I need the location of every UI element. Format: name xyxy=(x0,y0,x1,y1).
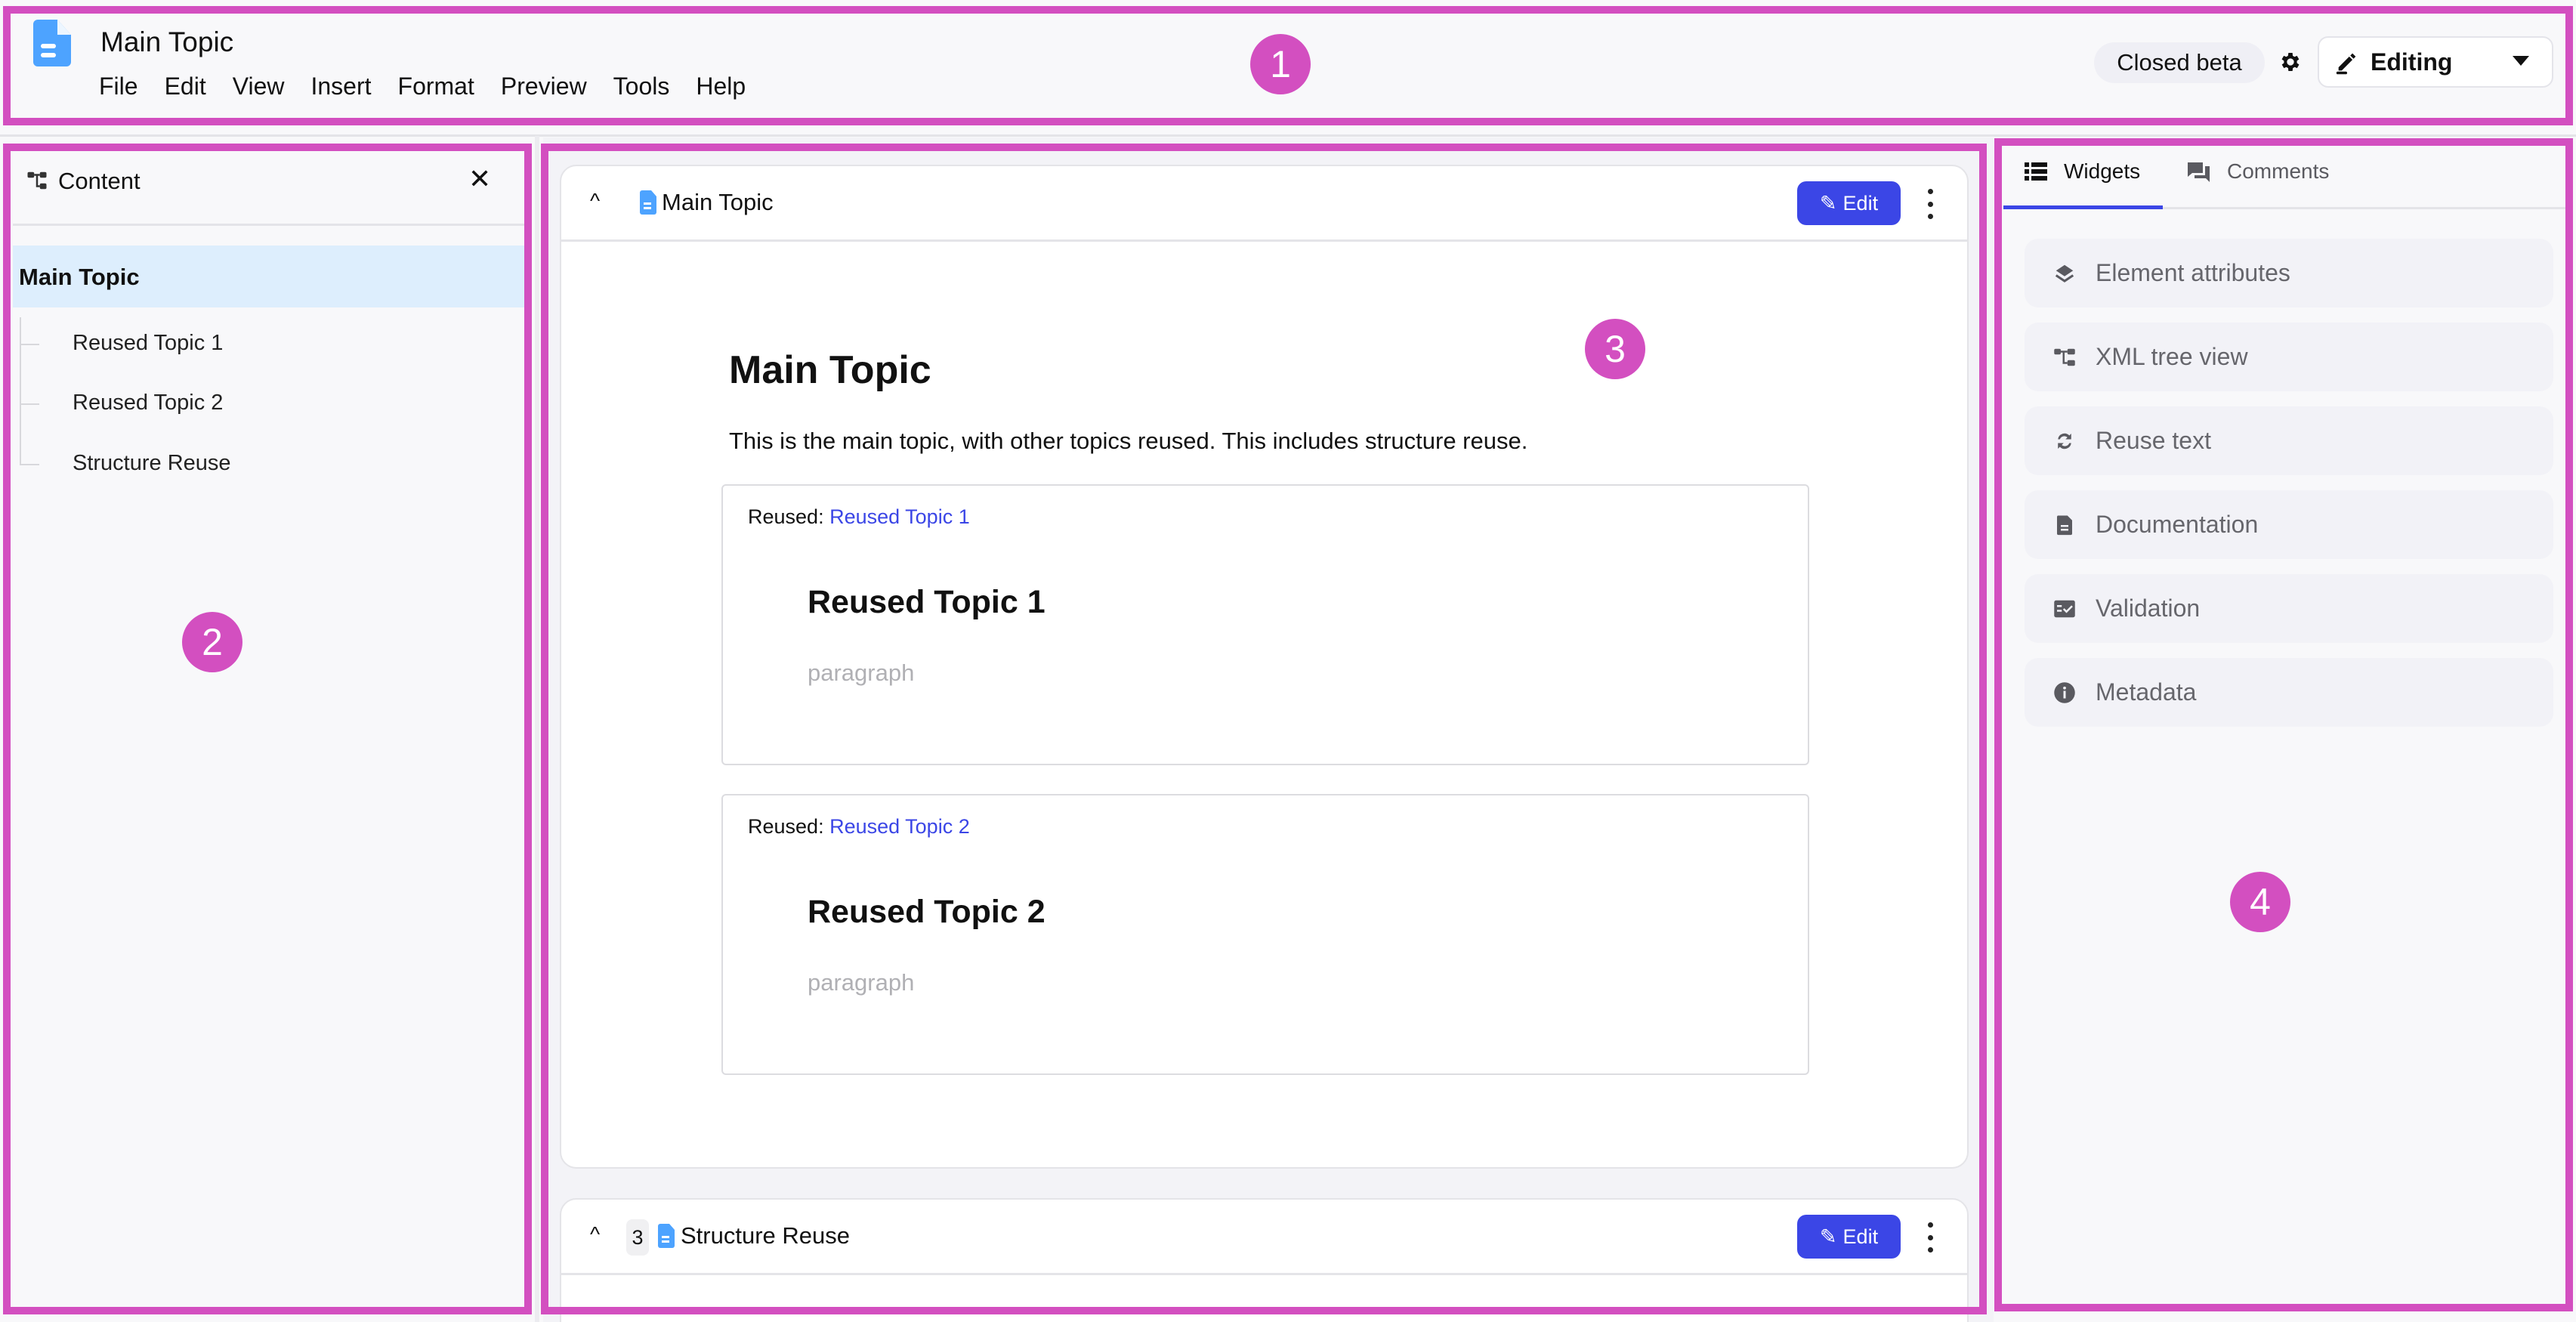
reused-topic-block: Reused: Reused Topic 1 Reused Topic 1 pa… xyxy=(721,484,1809,765)
menu-edit[interactable]: Edit xyxy=(164,73,206,100)
widget-documentation[interactable]: Documentation xyxy=(2025,490,2553,559)
sync-icon xyxy=(2058,433,2071,449)
reused-heading: Reused Topic 2 xyxy=(808,894,1046,930)
menu-bar: File Edit View Insert Format Preview Too… xyxy=(99,73,746,100)
card-header: ^ 3 Structure Reuse ✎ Edit xyxy=(561,1200,1967,1275)
reused-heading: Reused Topic 1 xyxy=(808,584,1046,620)
widget-element-attributes[interactable]: Element attributes xyxy=(2025,239,2553,307)
pencil-icon: ✎ xyxy=(1819,191,1837,215)
card-header: ^ Main Topic ✎ Edit xyxy=(561,166,1967,242)
panel-separator xyxy=(535,136,539,1322)
card-title: Main Topic xyxy=(662,189,774,215)
reused-prefix: Reused: xyxy=(748,505,824,528)
topic-paragraph: This is the main topic, with other topic… xyxy=(729,428,1528,454)
paragraph-placeholder[interactable]: paragraph xyxy=(808,969,915,996)
document-icon xyxy=(33,20,71,66)
tree-item-selected[interactable]: Main Topic xyxy=(13,246,529,307)
tab-comments[interactable]: Comments xyxy=(2188,159,2329,184)
widget-label: Element attributes xyxy=(2096,259,2290,286)
reused-prefix: Reused: xyxy=(748,815,824,838)
tab-label: Comments xyxy=(2227,159,2330,183)
tree-item[interactable]: Structure Reuse xyxy=(73,451,231,475)
collapse-chevron-icon[interactable]: ^ xyxy=(590,1222,601,1246)
list-icon xyxy=(2025,162,2047,181)
menu-tools[interactable]: Tools xyxy=(613,73,670,100)
panel-divider xyxy=(13,224,529,226)
card-title: Structure Reuse xyxy=(681,1222,850,1249)
annotation-marker-4: 4 xyxy=(2230,872,2290,932)
menu-help[interactable]: Help xyxy=(696,73,746,100)
tree-icon xyxy=(27,171,47,190)
gear-icon[interactable] xyxy=(2278,50,2303,74)
widget-label: Validation xyxy=(2096,595,2201,622)
tree-item-label: Main Topic xyxy=(19,264,140,290)
tab-divider xyxy=(2003,207,2571,209)
tree-icon xyxy=(2054,348,2075,366)
pencil-icon xyxy=(2336,53,2356,75)
document-title: Main Topic xyxy=(100,26,234,57)
checklist-icon xyxy=(2054,600,2075,617)
tree-guide xyxy=(20,317,21,465)
document-icon xyxy=(640,190,656,215)
widget-metadata[interactable]: Metadata xyxy=(2025,658,2553,727)
widget-label: Metadata xyxy=(2096,678,2197,706)
caret-down-icon xyxy=(2513,56,2529,66)
document-icon xyxy=(658,1224,675,1248)
tab-label: Widgets xyxy=(2064,159,2141,183)
edit-label: Edit xyxy=(1842,191,1879,215)
widget-xml-tree-view[interactable]: XML tree view xyxy=(2025,323,2553,391)
close-icon[interactable]: ✕ xyxy=(468,163,492,194)
layers-icon xyxy=(2055,264,2074,283)
reused-topic-link[interactable]: Reused Topic 1 xyxy=(829,505,970,528)
widget-validation[interactable]: Validation xyxy=(2025,574,2553,643)
reused-topic-link[interactable]: Reused Topic 2 xyxy=(829,815,970,838)
reused-topic-block: Reused: Reused Topic 2 Reused Topic 2 pa… xyxy=(721,794,1809,1075)
widget-label: Reuse text xyxy=(2096,427,2211,454)
collapse-chevron-icon[interactable]: ^ xyxy=(590,189,601,212)
menu-insert[interactable]: Insert xyxy=(310,73,372,100)
mode-label: Editing xyxy=(2371,48,2453,76)
edit-button[interactable]: ✎ Edit xyxy=(1797,181,1901,225)
comments-icon xyxy=(2188,162,2210,182)
annotation-box-2 xyxy=(3,144,532,1314)
annotation-marker-2: 2 xyxy=(182,612,242,672)
tree-branch xyxy=(20,403,39,405)
tree-branch xyxy=(20,344,39,345)
edit-label: Edit xyxy=(1842,1225,1879,1248)
topic-card-structure-reuse: ^ 3 Structure Reuse ✎ Edit xyxy=(560,1198,1969,1322)
tab-widgets[interactable]: Widgets xyxy=(2025,159,2140,184)
active-tab-indicator xyxy=(2003,205,2163,209)
menu-format[interactable]: Format xyxy=(397,73,474,100)
mode-dropdown[interactable]: Editing xyxy=(2318,36,2553,88)
topic-heading: Main Topic xyxy=(729,348,931,392)
tree-branch xyxy=(20,464,39,465)
header-divider xyxy=(0,134,2576,137)
info-icon xyxy=(2054,681,2075,703)
document-icon xyxy=(2056,515,2072,535)
more-options-icon[interactable] xyxy=(1926,189,1934,219)
panel-title: Content xyxy=(58,168,141,194)
tree-item[interactable]: Reused Topic 1 xyxy=(73,331,224,355)
paragraph-placeholder[interactable]: paragraph xyxy=(808,659,915,686)
menu-file[interactable]: File xyxy=(99,73,138,100)
more-options-icon[interactable] xyxy=(1926,1222,1934,1253)
topic-number-badge: 3 xyxy=(626,1219,649,1256)
pencil-icon: ✎ xyxy=(1819,1225,1837,1248)
menu-view[interactable]: View xyxy=(232,73,285,100)
widget-label: Documentation xyxy=(2096,511,2259,538)
reused-label: Reused: Reused Topic 1 xyxy=(748,505,970,529)
widget-label: XML tree view xyxy=(2096,343,2248,370)
edit-button[interactable]: ✎ Edit xyxy=(1797,1215,1901,1259)
annotation-marker-3: 3 xyxy=(1585,319,1645,379)
tree-item[interactable]: Reused Topic 2 xyxy=(73,391,224,415)
menu-preview[interactable]: Preview xyxy=(500,73,587,100)
widget-reuse-text[interactable]: Reuse text xyxy=(2025,406,2553,475)
annotation-marker-1: 1 xyxy=(1250,34,1311,94)
reused-label: Reused: Reused Topic 2 xyxy=(748,815,970,839)
closed-beta-badge: Closed beta xyxy=(2094,42,2265,83)
topic-card-main: ^ Main Topic ✎ Edit Main Topic This is th… xyxy=(560,165,1969,1169)
